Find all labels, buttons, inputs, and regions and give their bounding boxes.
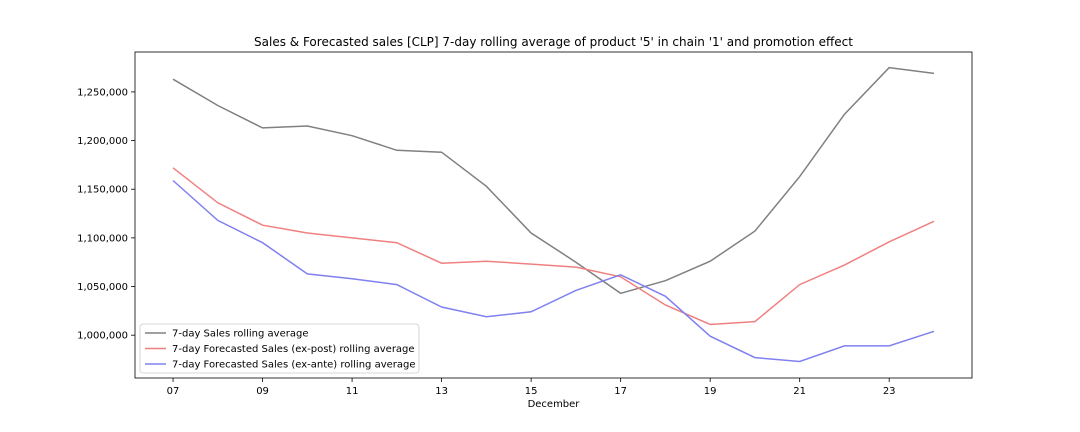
- x-tick-label: 19: [704, 386, 717, 397]
- x-axis: 07 09 11 13 15 17 19 21 23: [167, 378, 896, 397]
- x-tick-label: 09: [256, 386, 269, 397]
- x-tick-label: 07: [167, 386, 180, 397]
- y-tick-label: 1,200,000: [77, 136, 128, 147]
- series-line-1: [172, 66, 935, 295]
- x-tick-label: 13: [435, 386, 448, 397]
- x-tick-label: 15: [525, 386, 538, 397]
- legend-entry: 7-day Forecasted Sales (ex-ante) rolling…: [172, 360, 416, 371]
- y-tick-label: 1,000,000: [77, 331, 128, 342]
- x-tick-label: 23: [883, 386, 896, 397]
- y-tick-label: 1,100,000: [77, 233, 128, 244]
- y-tick-label: 1,150,000: [77, 185, 128, 196]
- x-axis-label: December: [528, 399, 581, 410]
- series-line-3: [172, 179, 935, 363]
- chart-title: Sales & Forecasted sales [CLP] 7-day rol…: [254, 35, 853, 49]
- legend: 7-day Sales rolling average 7-day Forecas…: [139, 323, 420, 374]
- series-line-2: [172, 167, 935, 326]
- x-tick-label: 17: [614, 386, 627, 397]
- x-tick-label: 21: [793, 386, 806, 397]
- legend-entry: 7-day Forecasted Sales (ex-post) rolling…: [172, 344, 415, 355]
- legend-entry: 7-day Sales rolling average: [172, 329, 308, 340]
- y-tick-label: 1,050,000: [77, 282, 128, 293]
- y-tick-label: 1,250,000: [77, 87, 128, 98]
- legend-box: [139, 323, 420, 374]
- x-tick-label: 11: [346, 386, 359, 397]
- series-layer: [172, 66, 935, 363]
- y-axis: 1,000,000 1,050,000 1,100,000 1,150,000 1,20…: [77, 87, 135, 342]
- plot-frame: [134, 51, 973, 379]
